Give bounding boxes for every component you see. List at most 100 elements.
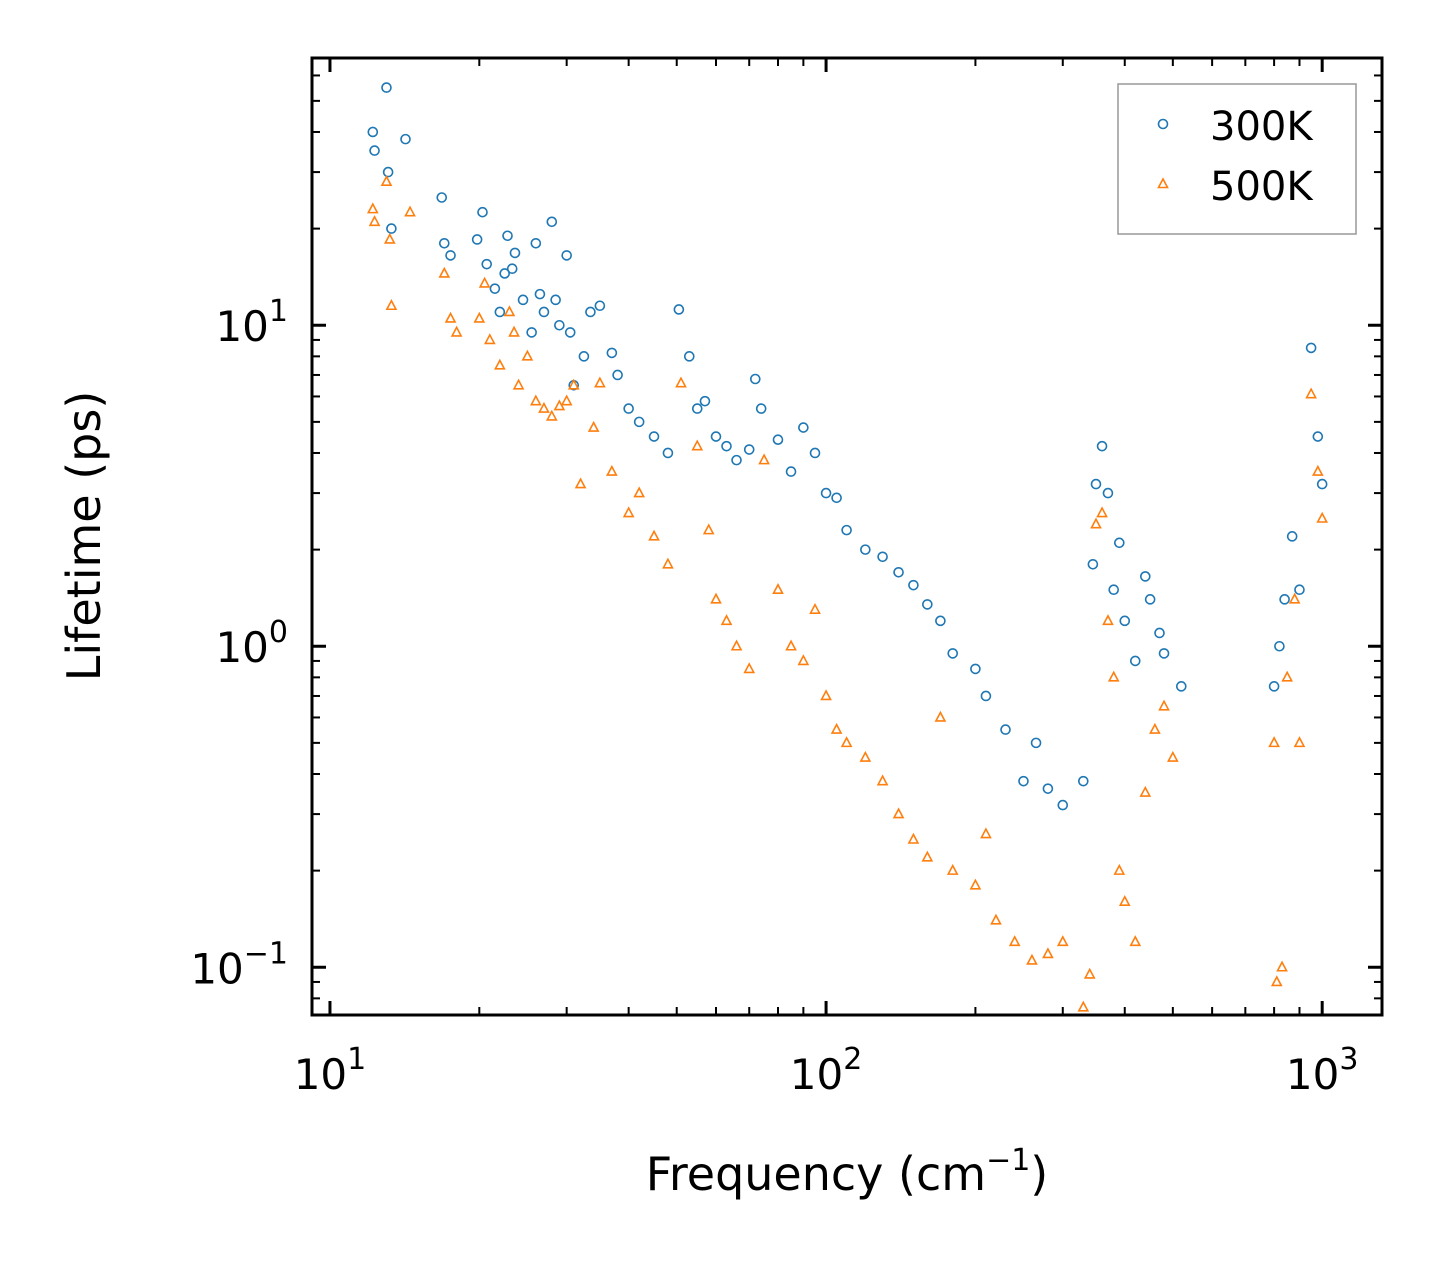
data-point-500K — [1008, 935, 1021, 947]
data-point-500K — [1077, 1000, 1090, 1012]
data-point-500K — [785, 639, 797, 651]
data-point-500K — [907, 832, 920, 844]
x-tick-base: 10 — [790, 1050, 843, 1099]
data-point-500K — [809, 602, 821, 614]
data-point-300K — [546, 216, 558, 228]
data-point-500K — [797, 654, 810, 666]
y-tick-base: 10 — [215, 302, 268, 351]
data-point-500K — [1167, 750, 1179, 762]
data-point-500K — [508, 325, 520, 337]
data-point-300K — [550, 294, 561, 306]
data-point-500K — [720, 614, 733, 626]
data-point-500K — [1102, 614, 1114, 626]
data-point-300K — [922, 599, 933, 610]
data-point-300K — [1129, 655, 1141, 667]
data-point-500K — [1026, 953, 1038, 965]
data-point-300K — [743, 444, 755, 455]
data-point-300K — [1042, 783, 1054, 794]
data-point-500K — [1158, 699, 1170, 711]
data-point-300K — [673, 304, 685, 315]
data-point-500K — [921, 850, 934, 862]
y-axis-label: Lifetime (ps) — [57, 391, 111, 682]
data-point-300K — [1316, 478, 1328, 490]
x-tick-label: 103 — [1286, 1042, 1359, 1099]
data-point-300K — [1108, 584, 1120, 596]
data-point-500K — [366, 202, 379, 214]
data-point-500K — [473, 311, 486, 323]
data-point-300K — [755, 403, 767, 414]
data-point-300K — [502, 230, 513, 242]
data-point-500K — [946, 863, 959, 875]
data-point-300K — [538, 306, 550, 318]
data-point-300K — [382, 166, 394, 178]
data-point-300K — [471, 234, 483, 245]
data-point-500K — [622, 506, 635, 518]
plot-area — [366, 82, 1329, 1012]
data-point-500K — [1288, 592, 1301, 604]
data-point-300K — [1057, 799, 1069, 811]
data-point-500K — [450, 325, 463, 337]
data-point-300K — [623, 403, 634, 414]
data-point-300K — [534, 288, 546, 300]
data-point-500K — [1316, 511, 1329, 523]
data-point-300K — [386, 223, 397, 234]
data-point-500K — [494, 358, 506, 370]
data-point-500K — [743, 662, 756, 674]
y-tick-exponent: −1 — [244, 936, 288, 971]
data-point-300K — [517, 294, 529, 306]
data-point-300K — [606, 347, 618, 359]
data-point-300K — [1312, 431, 1324, 442]
data-point-300K — [1114, 537, 1125, 549]
data-point-300K — [841, 524, 852, 536]
data-point-300K — [585, 306, 596, 318]
data-point-300K — [860, 544, 871, 555]
data-point-500K — [1113, 863, 1126, 875]
data-point-300K — [980, 690, 992, 702]
data-point-300K — [554, 319, 565, 331]
legend-label-300K: 300K — [1210, 104, 1314, 150]
x-axis-label: Frequency (cm−1) — [646, 1143, 1049, 1201]
legend-entries: 300K 500K — [1157, 104, 1314, 210]
data-point-300K — [798, 422, 809, 433]
data-point-500K — [368, 215, 381, 227]
data-point-500K — [444, 311, 457, 323]
data-point-500K — [503, 305, 516, 317]
data-point-500K — [483, 333, 496, 345]
data-point-500K — [1096, 506, 1108, 518]
data-point-300K — [1030, 737, 1042, 749]
data-point-300K — [530, 237, 542, 249]
data-point-500K — [691, 439, 704, 451]
data-point-300K — [683, 351, 695, 362]
data-point-500K — [1293, 736, 1306, 748]
data-point-500K — [675, 376, 687, 388]
data-point-300K — [970, 663, 981, 675]
data-point-300K — [1294, 584, 1305, 596]
legend-marker-300K — [1157, 118, 1169, 130]
data-point-500K — [1139, 785, 1152, 797]
data-point-500K — [662, 557, 674, 569]
data-point-300K — [1078, 775, 1089, 787]
data-point-500K — [990, 913, 1002, 925]
series-500K — [366, 174, 1329, 1012]
x-tick-base: 10 — [294, 1050, 347, 1099]
data-point-500K — [512, 378, 525, 390]
data-point-300K — [785, 466, 797, 477]
y-tick-label: 10−1 — [190, 936, 288, 993]
data-point-300K — [1175, 681, 1187, 692]
data-point-500K — [892, 807, 905, 819]
data-point-300K — [710, 431, 722, 442]
data-point-500K — [538, 401, 550, 413]
data-point-500K — [980, 827, 992, 839]
data-point-300K — [1144, 594, 1156, 605]
data-point-500K — [648, 529, 660, 541]
data-point-500K — [567, 378, 580, 390]
data-point-500K — [758, 453, 770, 465]
data-point-300K — [648, 431, 660, 442]
data-point-300K — [947, 648, 959, 659]
data-point-300K — [1000, 724, 1011, 735]
data-point-500K — [380, 174, 393, 187]
data-point-500K — [1083, 967, 1096, 979]
data-point-500K — [969, 878, 982, 890]
data-point-300K — [481, 258, 493, 270]
data-point-300K — [381, 82, 392, 93]
